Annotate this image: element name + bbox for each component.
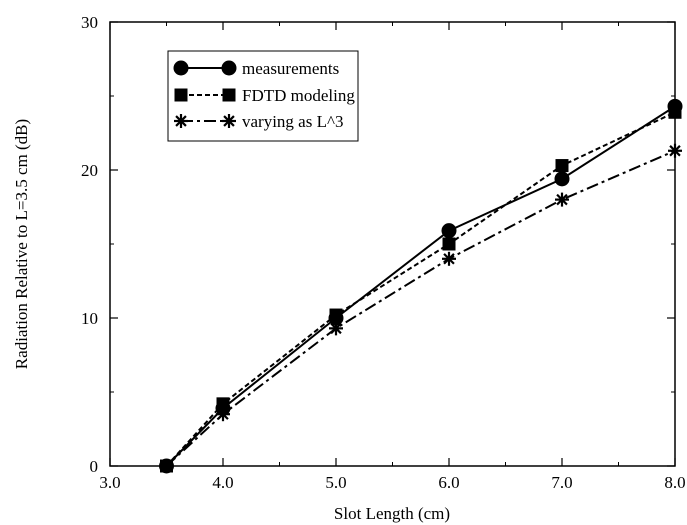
x-axis: 3.0 4.0 5.0 6.0 7.0 8.0 — [99, 22, 686, 492]
data-point-fdtd-modeling — [555, 159, 569, 173]
x-tick-label: 4.0 — [212, 473, 233, 492]
legend-marker — [174, 88, 188, 102]
y-axis-title: Radiation Relative to L=3.5 cm (dB) — [12, 119, 31, 369]
series-fdtd-modeling — [160, 105, 682, 473]
data-point-measurements — [554, 171, 570, 187]
data-point-measurements — [441, 223, 457, 239]
legend-label: varying as L^3 — [242, 112, 343, 131]
asterisk-stroke — [223, 115, 235, 127]
y-tick-label: 20 — [81, 161, 98, 180]
data-point-fdtd-modeling — [216, 397, 230, 411]
legend-label: FDTD modeling — [242, 86, 355, 105]
asterisk-stroke — [669, 145, 681, 157]
asterisk-stroke — [443, 253, 455, 265]
data-point-fdtd-modeling — [442, 237, 456, 251]
data-point-varying-as-l-3 — [159, 459, 174, 473]
legend-marker — [222, 88, 236, 102]
asterisk-stroke — [175, 115, 187, 127]
asterisk-stroke — [217, 408, 229, 420]
x-tick-label: 8.0 — [664, 473, 685, 492]
legend-marker — [222, 114, 236, 128]
y-tick-label: 30 — [81, 13, 98, 32]
y-tick-label: 10 — [81, 309, 98, 328]
series-layer — [159, 98, 683, 474]
data-point-varying-as-l-3 — [329, 321, 343, 336]
legend-marker — [173, 60, 189, 76]
x-tick-label: 3.0 — [99, 473, 120, 492]
legend-item-fdtd-modeling: FDTD modeling — [174, 86, 355, 105]
series-measurements — [159, 98, 683, 474]
series-line-measurements — [165, 105, 676, 467]
asterisk-stroke — [330, 322, 342, 335]
data-point-varying-as-l-3 — [216, 407, 230, 422]
legend-item-measurements: measurements — [173, 59, 339, 78]
asterisk-stroke — [160, 460, 173, 472]
x-tick-label: 7.0 — [551, 473, 572, 492]
series-line-fdtd-modeling — [165, 111, 676, 467]
y-tick-label: 0 — [90, 457, 99, 476]
legend-marker — [174, 114, 188, 128]
data-point-varying-as-l-3 — [442, 251, 456, 266]
x-axis-title: Slot Length (cm) — [334, 504, 450, 523]
legend-marker — [221, 60, 237, 76]
x-tick-label: 5.0 — [325, 473, 346, 492]
series-varying-as-l-3 — [159, 143, 682, 473]
data-point-fdtd-modeling — [329, 308, 343, 322]
legend-item-varying-as-l-3: varying as L^3 — [174, 112, 343, 131]
legend-label: measurements — [242, 59, 339, 78]
data-point-varying-as-l-3 — [555, 192, 569, 207]
asterisk-stroke — [556, 193, 568, 206]
data-point-varying-as-l-3 — [668, 143, 682, 158]
y-axis: 0 10 20 30 — [81, 13, 675, 476]
series-line-varying-as-l-3 — [165, 149, 676, 467]
legend: measurements FDTD modeling varying as L^3 — [167, 50, 359, 142]
x-tick-label: 6.0 — [438, 473, 459, 492]
data-point-fdtd-modeling — [668, 105, 682, 119]
